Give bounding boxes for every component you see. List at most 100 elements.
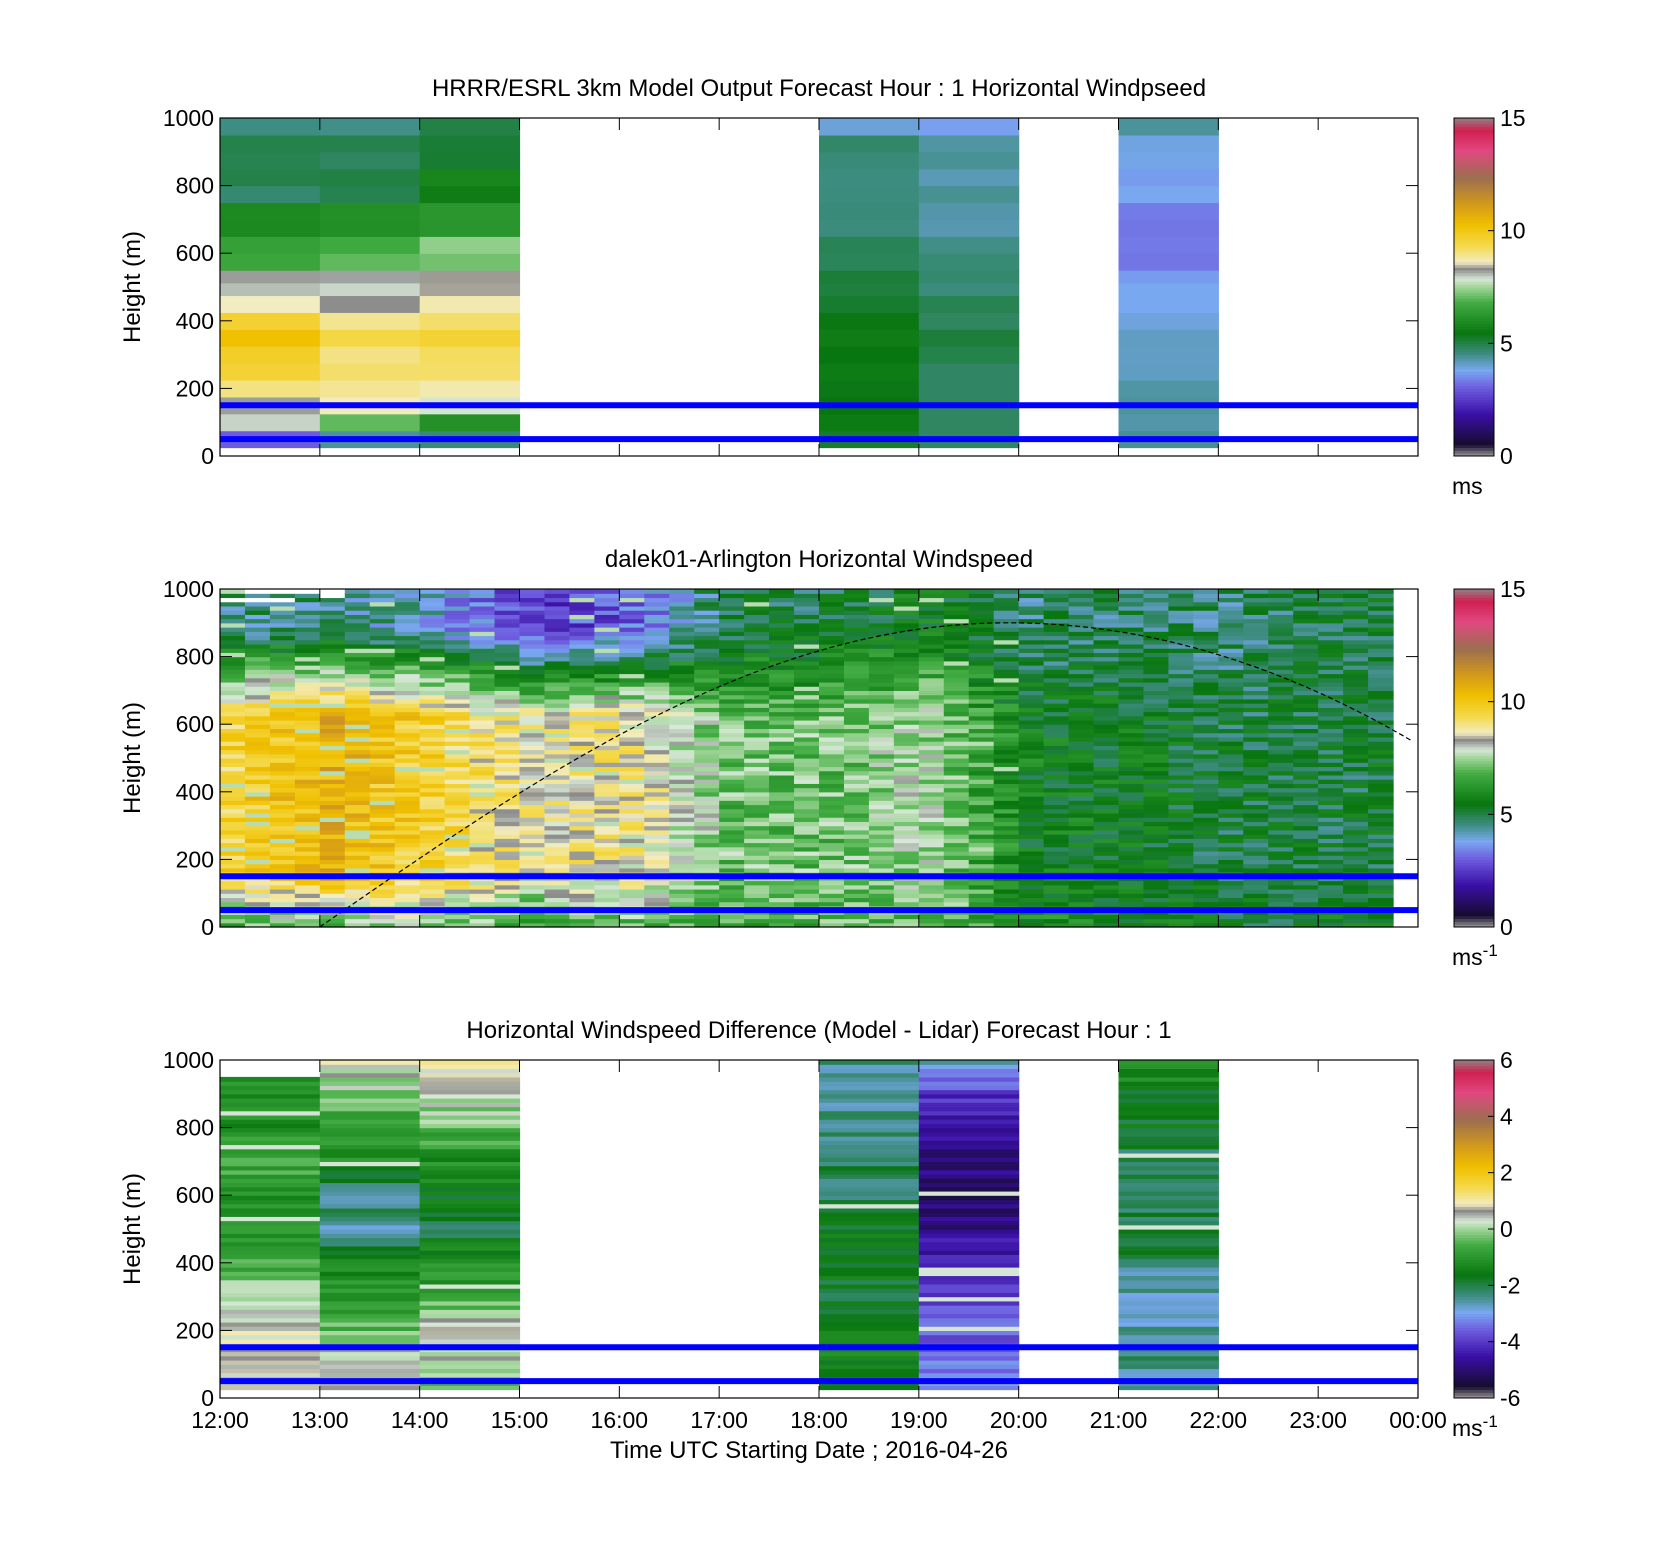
heat-cell — [893, 749, 920, 755]
heat-cell — [569, 741, 595, 746]
heat-cell — [1318, 711, 1344, 717]
colorbar-swatch — [1454, 1076, 1494, 1081]
heat-cell — [1143, 834, 1170, 839]
heat-cell — [419, 1190, 521, 1196]
heat-cell — [918, 639, 945, 645]
heat-cell — [918, 834, 945, 839]
heat-cell — [943, 601, 970, 607]
heat-cell — [444, 614, 471, 620]
heat-cell — [394, 732, 421, 738]
heat-cell — [469, 698, 496, 704]
heat-cell — [319, 1258, 421, 1264]
colorbar-swatch — [1454, 1324, 1494, 1329]
heat-cell — [968, 884, 995, 890]
x-tick-label: 00:00 — [1389, 1407, 1447, 1433]
heat-cell — [1143, 922, 1170, 928]
heat-cell — [744, 741, 770, 746]
heat-cell — [1118, 1338, 1219, 1344]
heat-cell — [694, 741, 720, 746]
heat-cell — [1043, 656, 1070, 662]
heat-cell — [1368, 884, 1394, 890]
heat-cell — [244, 880, 271, 886]
heat-cell — [1143, 787, 1170, 793]
heat-cell — [319, 1060, 421, 1065]
heat-cell — [1118, 1212, 1219, 1217]
colorbar-swatch — [1454, 413, 1494, 418]
heat-cell — [469, 639, 496, 645]
heat-cell — [893, 758, 920, 763]
heat-cell — [394, 648, 421, 653]
heat-cell — [943, 719, 970, 725]
heat-cell — [344, 703, 371, 708]
heat-cell — [1343, 829, 1369, 835]
heat-cell — [1168, 804, 1194, 810]
heat-cell — [1218, 703, 1244, 708]
heat-cell — [1118, 1152, 1219, 1158]
heat-cell — [319, 1237, 421, 1243]
heat-cell — [569, 821, 595, 827]
heat-cell — [968, 821, 995, 827]
heat-cell — [744, 732, 770, 738]
colorbar-swatch — [1454, 1181, 1494, 1185]
colorbar-swatch — [1454, 258, 1494, 263]
heat-cell — [1118, 850, 1145, 856]
heat-cell — [419, 918, 446, 924]
heat-cell — [918, 690, 945, 696]
heat-cell — [918, 749, 945, 755]
heat-cell — [694, 753, 720, 759]
heat-cell — [744, 804, 770, 810]
heat-cell — [244, 842, 271, 848]
heat-cell — [918, 1093, 1020, 1099]
heat-cell — [519, 669, 546, 675]
heat-cell — [594, 855, 620, 860]
heat-cell — [968, 893, 995, 899]
heat-cell — [220, 1076, 321, 1082]
heat-cell — [1068, 749, 1095, 755]
heat-cell — [669, 627, 695, 632]
heat-cell — [644, 660, 670, 666]
heat-cell — [519, 796, 546, 801]
heat-cell — [719, 758, 745, 763]
heat-cell — [819, 329, 920, 347]
y-tick-label: 600 — [176, 1182, 214, 1208]
heat-cell — [1118, 749, 1145, 755]
heat-cell — [394, 715, 421, 721]
heat-cell — [244, 639, 271, 645]
heat-cell — [968, 753, 995, 759]
heat-cell — [519, 774, 546, 780]
heat-cell — [1093, 749, 1120, 755]
heat-cell — [993, 686, 1020, 691]
heat-cell — [244, 829, 271, 835]
heat-cell — [1368, 736, 1394, 742]
heat-cell — [1268, 855, 1294, 860]
heat-cell — [644, 804, 670, 810]
heat-cell — [993, 812, 1020, 818]
heat-cell — [344, 863, 371, 869]
heat-cell — [594, 893, 620, 899]
colorbar-swatch — [1454, 250, 1494, 254]
heat-cell — [1118, 1237, 1219, 1243]
heat-cell — [943, 800, 970, 806]
heat-cell — [1368, 741, 1394, 746]
heat-cell — [544, 821, 571, 827]
heat-cell — [1368, 715, 1394, 721]
heat-cell — [943, 821, 970, 827]
heat-cell — [694, 605, 720, 611]
heat-cell — [918, 914, 945, 920]
heat-cell — [419, 1144, 521, 1150]
heat-cell — [1268, 605, 1294, 611]
heat-cell — [220, 1237, 321, 1243]
heat-cell — [1168, 618, 1194, 624]
heat-cell — [544, 922, 571, 928]
heat-cell — [1218, 884, 1244, 890]
heat-cell — [868, 719, 895, 725]
heat-cell — [444, 597, 471, 603]
heat-cell — [494, 838, 521, 844]
heat-cell — [893, 741, 920, 746]
heat-cell — [644, 758, 670, 763]
heat-cell — [444, 703, 471, 708]
heat-cell — [843, 643, 870, 649]
heat-cell — [1243, 610, 1269, 615]
heat-cell — [1218, 800, 1244, 806]
heat-cell — [1368, 618, 1394, 624]
